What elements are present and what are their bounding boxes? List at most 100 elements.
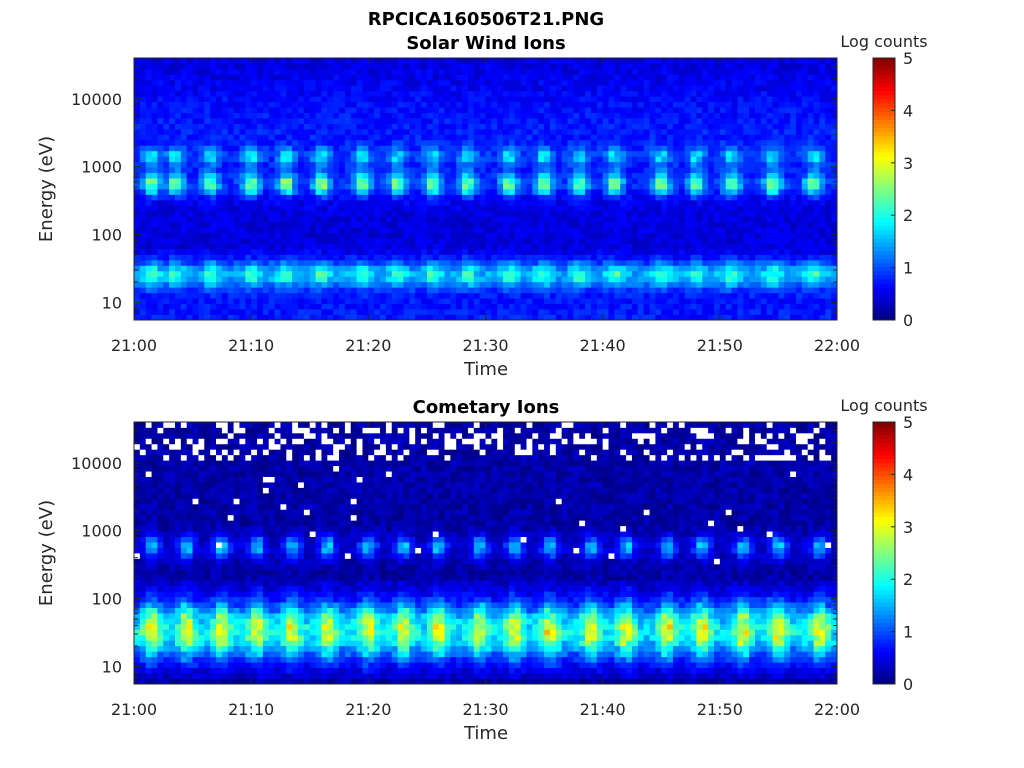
heatmap-cell <box>708 227 715 234</box>
heatmap-cell <box>403 139 410 146</box>
heatmap-cell <box>561 314 568 321</box>
heatmap-cell <box>397 210 404 217</box>
heatmap-cell <box>397 265 404 272</box>
heatmap-cell <box>626 199 633 206</box>
heatmap-cell <box>280 199 287 206</box>
heatmap-cell <box>538 150 545 157</box>
heatmap-cell <box>643 167 650 174</box>
heatmap-cell <box>151 150 158 157</box>
heatmap-cell <box>602 68 609 75</box>
heatmap-cell <box>280 139 287 146</box>
heatmap-cell <box>713 254 721 261</box>
heatmap-cell <box>497 314 504 321</box>
heatmap-cell <box>444 172 451 179</box>
heatmap-cell <box>426 134 434 141</box>
heatmap-cell <box>163 145 170 152</box>
heatmap-cell <box>274 134 281 141</box>
heatmap-cell <box>555 243 563 250</box>
heatmap-cell <box>368 63 375 70</box>
heatmap-cell <box>614 303 621 310</box>
heatmap-cell <box>327 210 334 217</box>
heatmap-cell <box>655 249 662 255</box>
heatmap-cell <box>391 58 399 64</box>
heatmap-cell <box>614 249 621 255</box>
heatmap-cell <box>473 221 481 228</box>
heatmap-cell <box>268 58 275 64</box>
heatmap-cell <box>350 183 358 190</box>
heatmap-cell <box>391 79 399 86</box>
heatmap-cell <box>262 156 270 163</box>
heatmap-cell <box>737 221 744 228</box>
heatmap-cell <box>731 314 738 321</box>
heatmap-cell <box>251 74 258 81</box>
heatmap-cell <box>180 309 188 315</box>
heatmap-cell <box>661 134 668 141</box>
heatmap-cell <box>602 238 609 244</box>
heatmap-cell <box>268 238 275 244</box>
heatmap-cell <box>731 101 738 108</box>
heatmap-cell <box>514 221 522 228</box>
heatmap-cell <box>221 298 229 305</box>
heatmap-cell <box>292 199 299 206</box>
heatmap-cell <box>257 145 264 152</box>
heatmap-cell <box>286 161 293 168</box>
heatmap-cell <box>497 145 504 152</box>
heatmap-cell <box>163 281 170 288</box>
heatmap-cell <box>245 216 252 223</box>
heatmap-cell <box>713 118 721 124</box>
heatmap-cell <box>719 139 727 146</box>
heatmap-cell <box>134 101 141 108</box>
heatmap-cell <box>134 276 141 283</box>
heatmap-cell <box>344 107 352 113</box>
heatmap-cell <box>585 292 592 299</box>
heatmap-cell <box>198 194 205 201</box>
heatmap-cell <box>257 287 264 294</box>
heatmap-cell <box>637 156 645 163</box>
heatmap-cell <box>186 96 193 103</box>
heatmap-cell <box>485 96 492 103</box>
heatmap-cell <box>567 63 574 70</box>
heatmap-cell <box>321 227 328 234</box>
heatmap-cell <box>719 194 727 201</box>
heatmap-cell <box>298 254 305 261</box>
heatmap-cell <box>608 74 615 81</box>
heatmap-cell <box>637 221 645 228</box>
heatmap-cell <box>626 265 633 272</box>
heatmap-cell <box>321 243 328 250</box>
heatmap-cell <box>403 309 410 315</box>
heatmap-cell <box>678 74 686 81</box>
heatmap-cell <box>684 232 691 239</box>
heatmap-cell <box>385 221 393 228</box>
heatmap-cell <box>333 292 340 299</box>
heatmap-cell <box>169 189 176 195</box>
heatmap-cell <box>590 265 598 272</box>
heatmap-cell <box>163 254 170 261</box>
heatmap-cell <box>596 63 604 70</box>
heatmap-cell <box>157 112 164 119</box>
heatmap-cell <box>257 254 264 261</box>
heatmap-cell <box>397 194 404 201</box>
heatmap-cell <box>303 128 311 135</box>
heatmap-cell <box>661 183 668 190</box>
heatmap-cell <box>274 265 281 272</box>
heatmap-cell <box>257 101 264 108</box>
heatmap-cell <box>596 265 604 272</box>
heatmap-cell <box>450 276 457 283</box>
heatmap-cell <box>667 167 674 174</box>
heatmap-cell <box>508 199 516 206</box>
heatmap-cell <box>672 238 680 244</box>
heatmap-cell <box>333 85 340 92</box>
heatmap-cell <box>672 216 680 223</box>
heatmap-cell <box>151 145 158 152</box>
heatmap-cell <box>713 96 721 103</box>
heatmap-cell <box>333 281 340 288</box>
heatmap-cell <box>573 167 580 174</box>
heatmap-cell <box>590 123 598 130</box>
heatmap-cell <box>385 227 393 234</box>
heatmap-cell <box>708 276 715 283</box>
heatmap-cell <box>239 309 246 315</box>
heatmap-cell <box>415 205 422 212</box>
heatmap-cell <box>157 254 164 261</box>
heatmap-cell <box>620 172 627 179</box>
heatmap-cell <box>233 221 240 228</box>
